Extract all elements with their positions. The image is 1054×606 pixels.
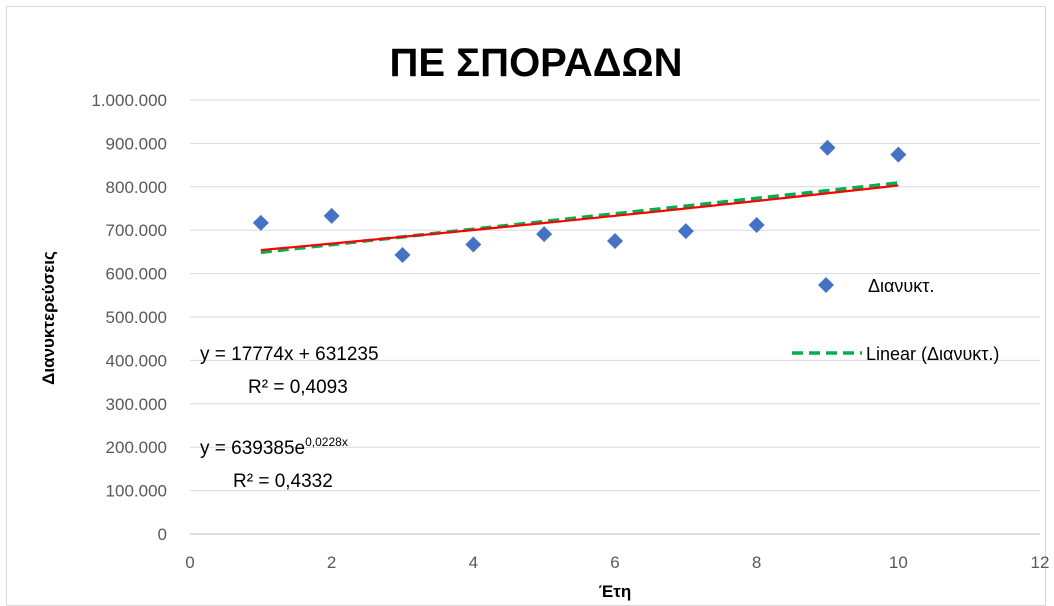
trendlines	[260, 181, 899, 255]
x-tick-label: 6	[610, 553, 619, 572]
data-point	[748, 216, 765, 233]
y-tick-label: 700.000	[106, 221, 167, 240]
legend: Διανυκτ. Linear (Διανυκτ.)	[792, 276, 999, 364]
x-tick-label: 10	[889, 553, 908, 572]
x-tick-label: 2	[327, 553, 336, 572]
y-tick-label: 200.000	[106, 438, 167, 457]
data-point	[890, 146, 907, 163]
legend-label-series: Διανυκτ.	[868, 276, 934, 296]
y-tick-label: 100.000	[106, 482, 167, 501]
linear-equation: y = 17774x + 631235	[200, 344, 379, 365]
exponential-trendline	[260, 184, 899, 252]
y-tick-label: 1.000.000	[91, 91, 167, 110]
data-point	[465, 236, 482, 253]
exponential-equation: y = 639385e0,0228x	[200, 435, 348, 459]
data-points	[252, 139, 907, 263]
exponential-equation-exponent: 0,0228x	[305, 435, 348, 449]
y-tick-label: 300.000	[106, 395, 167, 414]
linear-r2: R² = 0,4093	[248, 377, 348, 398]
x-tick-label: 4	[469, 553, 478, 572]
x-tick-label: 12	[1031, 553, 1050, 572]
data-point	[323, 207, 340, 224]
y-axis-title: Διανυκτερεύσεις	[39, 251, 58, 385]
x-tick-label: 0	[185, 553, 194, 572]
y-tick-label: 0	[158, 525, 167, 544]
data-point	[252, 214, 269, 231]
data-point	[394, 246, 411, 263]
legend-label-linear: Linear (Διανυκτ.)	[866, 344, 999, 364]
data-point	[536, 226, 553, 243]
y-tick-label: 500.000	[106, 308, 167, 327]
data-point	[677, 223, 694, 240]
data-point	[607, 233, 623, 250]
chart-title: ΠΕ ΣΠΟΡΑΔΩΝ	[390, 41, 683, 85]
x-tick-labels: 0 2 4 6 8 10 12	[185, 553, 1049, 572]
x-tick-label: 8	[752, 553, 761, 572]
x-axis-title: Έτη	[599, 582, 631, 601]
gridlines	[190, 99, 1040, 535]
y-tick-label: 400.000	[106, 351, 167, 370]
data-point	[819, 139, 836, 156]
y-tick-label: 600.000	[106, 265, 167, 284]
exponential-equation-base: y = 639385e	[200, 438, 305, 459]
y-tick-labels: 0 100.000 200.000 300.000 400.000 500.000 600.…	[91, 91, 167, 544]
exponential-r2: R² = 0,4332	[233, 471, 333, 492]
y-tick-label: 800.000	[106, 178, 167, 197]
y-tick-label: 900.000	[106, 134, 167, 153]
legend-marker-diamond	[818, 277, 834, 293]
